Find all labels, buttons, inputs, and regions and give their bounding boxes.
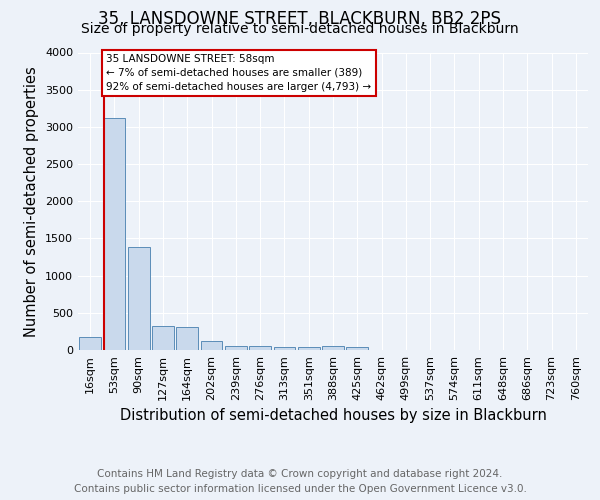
Bar (274, 347, 295, 350)
Bar (225, 346, 247, 350)
Bar (104, 118, 125, 350)
Text: Contains HM Land Registry data © Crown copyright and database right 2024.
Contai: Contains HM Land Registry data © Crown c… (74, 469, 526, 494)
Bar (346, 347, 368, 350)
Bar (176, 327, 198, 350)
Bar (152, 326, 174, 350)
X-axis label: Distribution of semi-detached houses by size in Blackburn: Distribution of semi-detached houses by … (119, 408, 547, 424)
Bar (322, 346, 344, 350)
Bar (298, 347, 320, 350)
Bar (249, 346, 271, 350)
Text: 35, LANSDOWNE STREET, BLACKBURN, BB2 2PS: 35, LANSDOWNE STREET, BLACKBURN, BB2 2PS (98, 10, 502, 28)
Bar (128, 248, 149, 350)
Y-axis label: Number of semi-detached properties: Number of semi-detached properties (25, 66, 40, 336)
Text: Size of property relative to semi-detached houses in Blackburn: Size of property relative to semi-detach… (81, 22, 519, 36)
Bar (200, 342, 223, 350)
Text: 35 LANSDOWNE STREET: 58sqm
← 7% of semi-detached houses are smaller (389)
92% of: 35 LANSDOWNE STREET: 58sqm ← 7% of semi-… (106, 54, 371, 92)
Bar (79, 337, 101, 350)
